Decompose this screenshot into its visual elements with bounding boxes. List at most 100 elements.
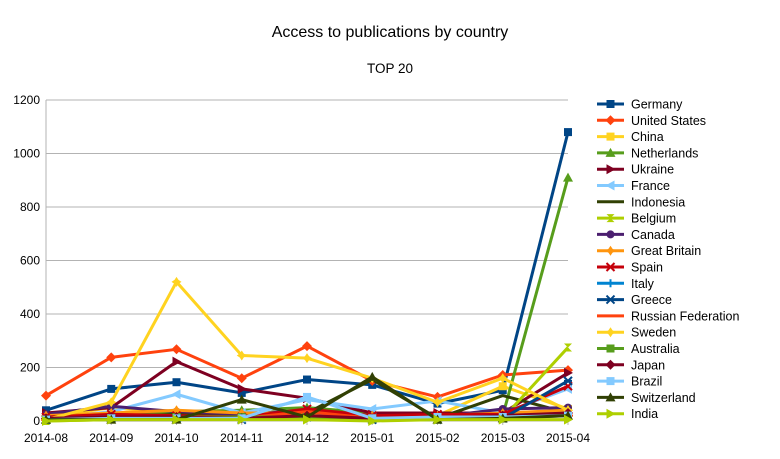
data-point xyxy=(106,352,117,363)
data-point xyxy=(368,416,378,426)
grid-lines xyxy=(46,99,568,422)
series-line xyxy=(45,131,570,412)
legend-item: Canada xyxy=(597,228,675,242)
data-point xyxy=(303,392,311,401)
legend-item: United States xyxy=(597,114,706,128)
data-point xyxy=(41,390,51,401)
data-point xyxy=(606,164,616,175)
legend-label: Australia xyxy=(631,342,680,356)
x-tick-label: 2014-12 xyxy=(285,431,329,445)
data-point xyxy=(171,389,181,400)
series xyxy=(42,414,573,426)
x-tick-label: 2014-09 xyxy=(89,431,133,445)
data-point xyxy=(236,350,247,361)
data-point xyxy=(107,414,117,425)
data-point xyxy=(236,373,247,384)
legend-item: China xyxy=(597,130,664,144)
legend-label: Indonesia xyxy=(631,195,685,209)
data-point xyxy=(605,392,616,402)
data-point xyxy=(302,341,312,352)
data-point xyxy=(605,245,616,256)
legend-label: France xyxy=(631,179,670,193)
legend-label: Switzerland xyxy=(631,391,696,405)
legend-item: Spain xyxy=(597,261,663,275)
data-point xyxy=(171,276,182,287)
data-point xyxy=(564,128,572,137)
data-point xyxy=(605,147,616,157)
legend-label: Germany xyxy=(631,98,683,112)
legend-label: Japan xyxy=(631,358,665,372)
series-group xyxy=(41,128,573,426)
legend-item: Switzerland xyxy=(597,391,696,405)
legend-item: Germany xyxy=(597,98,683,112)
data-point xyxy=(606,197,615,206)
legend-item: Italy xyxy=(597,277,655,291)
legend-label: Ukraine xyxy=(631,163,674,177)
data-point xyxy=(498,386,507,395)
series xyxy=(42,128,572,415)
data-point xyxy=(605,359,616,370)
data-point xyxy=(563,383,572,394)
chart-title: Access to publications by country xyxy=(272,24,509,41)
legend-label: Great Britain xyxy=(631,244,701,258)
x-tick-label: 2015-02 xyxy=(415,431,459,445)
legend-item: Russian Federation xyxy=(597,309,739,323)
x-tick-label: 2014-11 xyxy=(220,431,263,445)
legend-label: Russian Federation xyxy=(631,309,739,323)
data-point xyxy=(606,100,615,108)
y-tick-label: 400 xyxy=(20,307,40,321)
data-point xyxy=(171,405,182,416)
data-point xyxy=(498,391,507,400)
legend-label: Sweden xyxy=(631,326,676,340)
data-point xyxy=(367,403,377,414)
legend-label: Canada xyxy=(631,228,675,242)
data-point xyxy=(605,262,616,272)
data-point xyxy=(236,407,247,418)
legend-item: Indonesia xyxy=(597,195,685,209)
y-tick-label: 600 xyxy=(20,254,40,268)
y-tick-label: 1000 xyxy=(13,147,40,161)
data-point xyxy=(564,414,573,425)
legend-item: Japan xyxy=(597,358,665,372)
data-point xyxy=(302,353,312,364)
y-tick-label: 800 xyxy=(20,200,40,214)
x-tick-label: 2015-01 xyxy=(350,431,394,445)
data-point xyxy=(498,414,508,425)
data-point xyxy=(367,371,378,381)
data-point xyxy=(432,397,443,408)
y-tick-label: 200 xyxy=(20,361,40,375)
data-point xyxy=(237,388,246,397)
data-point xyxy=(497,373,508,384)
legend-label: Greece xyxy=(631,293,672,307)
data-point xyxy=(606,279,615,288)
legend: Germany United States China Netherlands Ukra… xyxy=(597,98,739,421)
data-point xyxy=(237,414,247,425)
data-point xyxy=(106,397,117,408)
legend-item: Ukraine xyxy=(597,163,674,177)
legend-item: Sweden xyxy=(597,326,676,340)
data-point xyxy=(564,343,572,352)
data-point xyxy=(107,384,116,393)
data-point xyxy=(236,394,247,404)
legend-item: Brazil xyxy=(597,375,662,389)
data-point xyxy=(605,327,616,338)
legend-item: Great Britain xyxy=(597,244,701,258)
data-point xyxy=(171,344,182,355)
data-point xyxy=(606,230,615,239)
legend-label: India xyxy=(631,407,658,421)
legend-label: Netherlands xyxy=(631,146,698,160)
legend-item: India xyxy=(597,407,658,421)
data-point xyxy=(303,414,312,425)
y-tick-label: 0 xyxy=(33,414,40,428)
data-point xyxy=(605,115,616,126)
data-point xyxy=(605,294,616,305)
x-tick-label: 2015-04 xyxy=(546,431,590,445)
data-point xyxy=(172,378,181,387)
x-tick-label: 2015-03 xyxy=(481,431,525,445)
data-point xyxy=(498,382,507,391)
data-point xyxy=(606,132,615,141)
data-point xyxy=(606,408,616,419)
data-point xyxy=(42,416,51,426)
legend-label: Brazil xyxy=(631,375,662,389)
